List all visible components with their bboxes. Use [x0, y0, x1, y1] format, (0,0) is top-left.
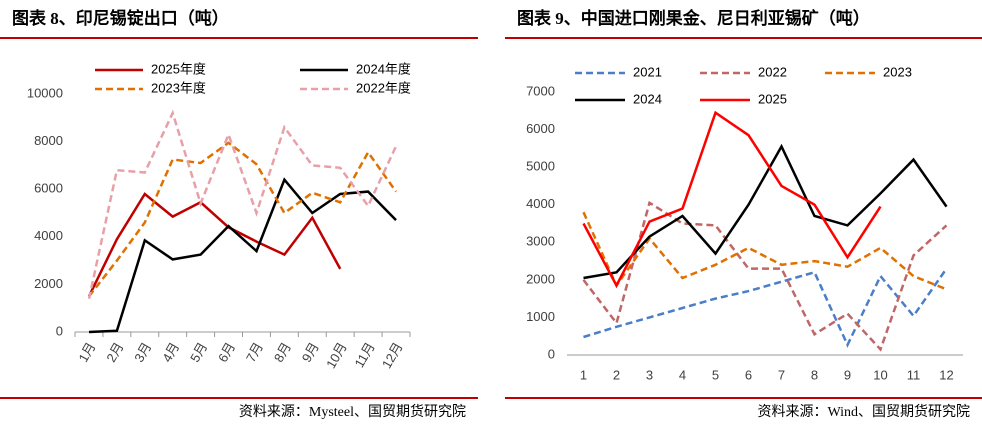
y-tick-label: 3000: [526, 234, 555, 249]
x-tick-label: 1月: [75, 340, 98, 365]
x-tick-label: 10: [873, 367, 887, 382]
y-tick-label: 7000: [526, 83, 555, 98]
y-tick-label: 0: [56, 323, 63, 338]
y-tick-label: 6000: [34, 181, 63, 196]
legend-label: 2024年度: [356, 61, 411, 76]
x-tick-label: 9月: [299, 340, 322, 365]
legend-label: 2023年度: [151, 80, 206, 95]
series-line: [582, 110, 882, 289]
x-tick-label: 5月: [187, 340, 210, 365]
x-tick-label: 6: [745, 367, 752, 382]
y-tick-label: 2000: [34, 276, 63, 291]
x-tick-label: 9: [844, 367, 851, 382]
x-tick-label: 12月: [379, 340, 406, 371]
x-tick-label: 7: [778, 367, 785, 382]
title-rule: [505, 37, 982, 39]
source-rule: [505, 397, 982, 399]
x-tick-label: 1: [580, 367, 587, 382]
y-tick-label: 0: [548, 346, 555, 361]
series-line: [87, 192, 342, 297]
series-line: [583, 143, 948, 280]
legend-label: 2024: [633, 91, 662, 106]
series-line: [88, 177, 397, 334]
x-tick-label: 6月: [215, 340, 238, 365]
legend-label: 2021: [633, 64, 662, 79]
y-tick-label: 4000: [34, 228, 63, 243]
series-line: [88, 141, 398, 298]
x-tick-label: 7月: [243, 340, 266, 365]
series-line: [583, 267, 948, 348]
y-tick-label: 5000: [526, 159, 555, 174]
x-tick-label: 2月: [103, 340, 126, 365]
y-tick-label: 10000: [27, 85, 63, 100]
x-tick-label: 4: [679, 367, 686, 382]
source-rule: [0, 397, 478, 399]
legend-label: 2025年度: [151, 61, 206, 76]
x-tick-label: 4月: [159, 340, 182, 365]
x-tick-label: 3月: [131, 340, 154, 365]
x-tick-label: 3: [646, 367, 653, 382]
legend-label: 2023: [883, 64, 912, 79]
series-line: [582, 200, 948, 352]
y-tick-label: 1000: [526, 309, 555, 324]
x-tick-label: 11月: [351, 340, 377, 370]
source: 资料来源：Wind、国贸期货研究院: [757, 403, 970, 420]
title-rule: [0, 37, 478, 39]
y-tick-label: 2000: [526, 271, 555, 286]
x-tick-label: 12: [939, 367, 953, 382]
source: 资料来源：Mysteel、国贸期货研究院: [239, 403, 466, 420]
legend-label: 2022年度: [356, 80, 411, 95]
x-tick-label: 8月: [271, 340, 294, 365]
y-tick-label: 8000: [34, 133, 63, 148]
legend-label: 2025: [758, 91, 787, 106]
chart-title: 图表 8、印尼锡锭出口（吨）: [12, 8, 229, 28]
y-tick-label: 6000: [526, 121, 555, 136]
series-line: [87, 109, 398, 299]
chart-title: 图表 9、中国进口刚果金、尼日利亚锡矿（吨）: [517, 8, 870, 28]
y-tick-label: 4000: [526, 196, 555, 211]
x-tick-label: 2: [613, 367, 620, 382]
x-tick-label: 10月: [323, 340, 350, 371]
series-line: [582, 211, 947, 291]
legend-label: 2022: [758, 64, 787, 79]
x-tick-label: 11: [907, 367, 921, 382]
x-tick-label: 5: [712, 367, 719, 382]
x-tick-label: 8: [811, 367, 818, 382]
